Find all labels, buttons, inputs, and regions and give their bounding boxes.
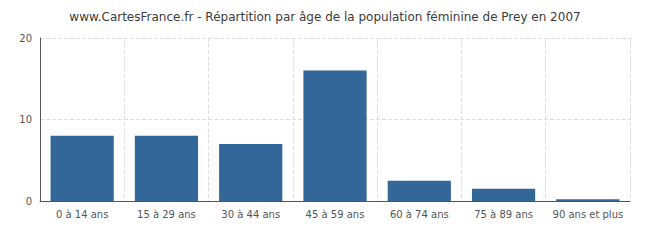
svg-text:90 ans et plus: 90 ans et plus — [553, 209, 624, 220]
svg-text:0: 0 — [26, 196, 32, 207]
svg-text:60 à 74 ans: 60 à 74 ans — [390, 209, 449, 220]
svg-text:15 à 29 ans: 15 à 29 ans — [137, 209, 196, 220]
svg-text:20: 20 — [19, 33, 32, 44]
svg-text:0 à 14 ans: 0 à 14 ans — [56, 209, 108, 220]
svg-text:30 à 44 ans: 30 à 44 ans — [221, 209, 280, 220]
svg-text:10: 10 — [19, 114, 32, 125]
svg-text:75 à 89 ans: 75 à 89 ans — [474, 209, 533, 220]
svg-text:45 à 59 ans: 45 à 59 ans — [306, 209, 365, 220]
svg-text:www.CartesFrance.fr - Répartit: www.CartesFrance.fr - Répartition par âg… — [69, 10, 580, 24]
